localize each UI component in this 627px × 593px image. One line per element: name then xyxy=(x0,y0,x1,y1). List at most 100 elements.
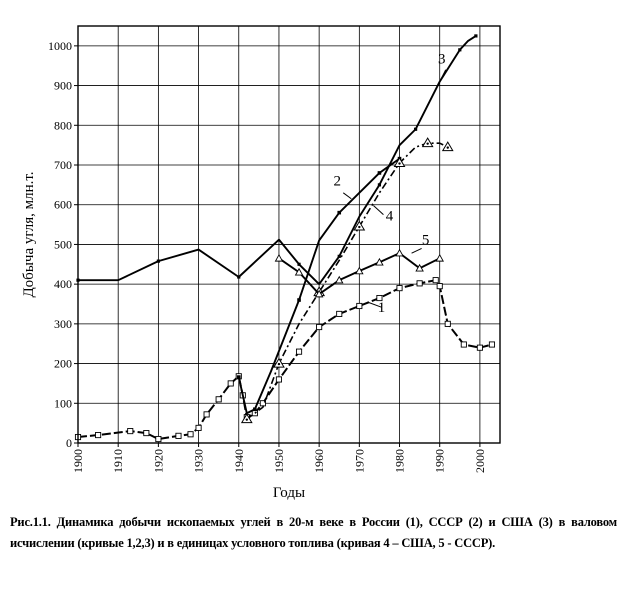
x-tick-label-1940: 1940 xyxy=(232,449,246,473)
curve-label-leader-1 xyxy=(367,301,382,308)
series-4-point-8 xyxy=(393,157,406,168)
plot-frame xyxy=(77,25,501,444)
y-tick-label-500: 500 xyxy=(54,237,72,251)
series-3-point-16 xyxy=(474,34,478,38)
curve-label-4: 4 xyxy=(386,209,394,225)
series-4-point-6 xyxy=(353,220,366,231)
series-1-point-26 xyxy=(444,320,451,327)
series-3-point-10 xyxy=(377,183,382,187)
curve-label-leader-5 xyxy=(411,247,422,254)
series-1-point-9 xyxy=(215,396,222,403)
series-3-point-4 xyxy=(237,275,241,279)
series-3-point-2 xyxy=(156,259,160,263)
y-tick-label-900: 900 xyxy=(54,79,72,93)
series-1-point-27 xyxy=(460,341,467,348)
x-tick-label-1920: 1920 xyxy=(151,449,165,473)
series-2-point-2 xyxy=(253,407,257,412)
x-tick-label-1990: 1990 xyxy=(433,449,447,473)
y-axis-title: Добыча угля, млн.т. xyxy=(21,171,37,297)
series-1-point-28 xyxy=(476,344,483,351)
series-2-point-8 xyxy=(377,171,382,175)
series-1-point-29 xyxy=(488,341,496,348)
series-line-3 xyxy=(78,35,477,286)
curve-label-leader-3 xyxy=(439,69,447,82)
figure-caption: Рис.1.1. Динамика добычи ископаемых угле… xyxy=(10,515,617,550)
series-3 xyxy=(76,34,478,286)
series-1-point-18 xyxy=(316,323,323,331)
series-1-point-2 xyxy=(127,428,134,435)
series-5-point-3 xyxy=(334,275,344,284)
series-4-point-12-center xyxy=(446,146,449,149)
series-3-point-12 xyxy=(414,127,418,131)
x-tick-label-1930: 1930 xyxy=(192,449,206,473)
series-layer xyxy=(74,34,496,443)
y-tick-label-200: 200 xyxy=(54,357,72,371)
y-tick-label-0: 0 xyxy=(66,436,72,450)
series-2-point-4 xyxy=(297,298,301,302)
series-4-point-0 xyxy=(240,413,253,424)
series-4-point-10 xyxy=(421,137,434,148)
series-5-point-4 xyxy=(355,266,364,275)
series-line-2 xyxy=(237,157,401,415)
series-5-point-7 xyxy=(415,263,424,272)
y-ticks: 0 100 200 300 400 500 600 700 800 900 1000 xyxy=(48,39,78,450)
curve-label-3: 3 xyxy=(438,52,446,68)
x-tick-label-1970: 1970 xyxy=(352,449,366,473)
series-1-point-20 xyxy=(356,302,363,310)
y-tick-label-100: 100 xyxy=(54,396,72,410)
series-5-point-0 xyxy=(274,253,284,262)
series-1-point-8 xyxy=(203,411,210,418)
y-tick-label-300: 300 xyxy=(54,317,72,331)
series-1-point-16 xyxy=(275,376,283,383)
y-tick-label-1000: 1000 xyxy=(48,39,72,53)
series-3-point-6 xyxy=(297,262,301,266)
curve-labels: 1 2 3 4 5 xyxy=(333,52,447,316)
x-axis-title: Годы xyxy=(273,485,305,501)
series-1-point-7 xyxy=(195,424,202,431)
series-2-point-0 xyxy=(236,375,241,379)
series-1-point-23 xyxy=(416,280,423,287)
y-tick-label-700: 700 xyxy=(54,158,72,172)
x-tick-label-1960: 1960 xyxy=(312,449,326,473)
series-4-point-8-center xyxy=(398,162,401,165)
series-5-point-8 xyxy=(435,253,444,262)
curve-label-5: 5 xyxy=(422,232,430,248)
series-3-point-8 xyxy=(337,254,341,258)
curve-label-2: 2 xyxy=(333,174,341,190)
series-3-point-14 xyxy=(458,48,462,52)
series-1 xyxy=(74,277,496,443)
series-1-point-1 xyxy=(95,432,102,439)
y-tick-label-600: 600 xyxy=(54,198,72,212)
curve-label-leader-4 xyxy=(373,205,384,216)
series-1-point-21 xyxy=(376,294,383,302)
series-1-point-19 xyxy=(336,310,343,317)
series-5-point-5 xyxy=(375,257,384,266)
series-1-point-17 xyxy=(295,348,303,355)
y-tick-label-400: 400 xyxy=(54,277,72,291)
series-line-1 xyxy=(77,279,493,441)
x-tick-label-1900: 1900 xyxy=(71,449,85,473)
chart-figure: 1900 1910 1920 1930 1940 1950 1960 1970 1980 1990… xyxy=(21,25,501,501)
plot-border xyxy=(77,25,501,444)
series-5-point-2 xyxy=(314,289,324,298)
series-1-point-3 xyxy=(143,430,150,437)
series-1-point-22 xyxy=(396,285,403,292)
series-1-point-25 xyxy=(436,283,443,290)
x-tick-label-1950: 1950 xyxy=(272,449,286,473)
series-4-point-6-center xyxy=(358,225,361,229)
x-tick-label-1910: 1910 xyxy=(111,449,125,473)
series-4-point-10-center xyxy=(426,142,429,145)
series-1-point-6 xyxy=(187,431,194,438)
x-ticks: 1900 1910 1920 1930 1940 1950 1960 1970 1980 1990… xyxy=(71,443,487,473)
series-1-point-24 xyxy=(432,277,439,284)
curve-label-leader-2 xyxy=(342,192,352,200)
x-tick-label-1980: 1980 xyxy=(393,449,407,473)
curve-label-1: 1 xyxy=(378,300,386,316)
line-chart: 1900 1910 1920 1930 1940 1950 1960 1970 1980 1990… xyxy=(21,25,501,501)
series-4-point-0-center xyxy=(245,418,248,421)
series-5-point-1 xyxy=(294,267,304,276)
series-1-point-5 xyxy=(175,432,182,439)
series-4-point-2 xyxy=(273,357,285,368)
series-4-point-12 xyxy=(441,141,454,152)
series-1-point-4 xyxy=(155,435,162,443)
